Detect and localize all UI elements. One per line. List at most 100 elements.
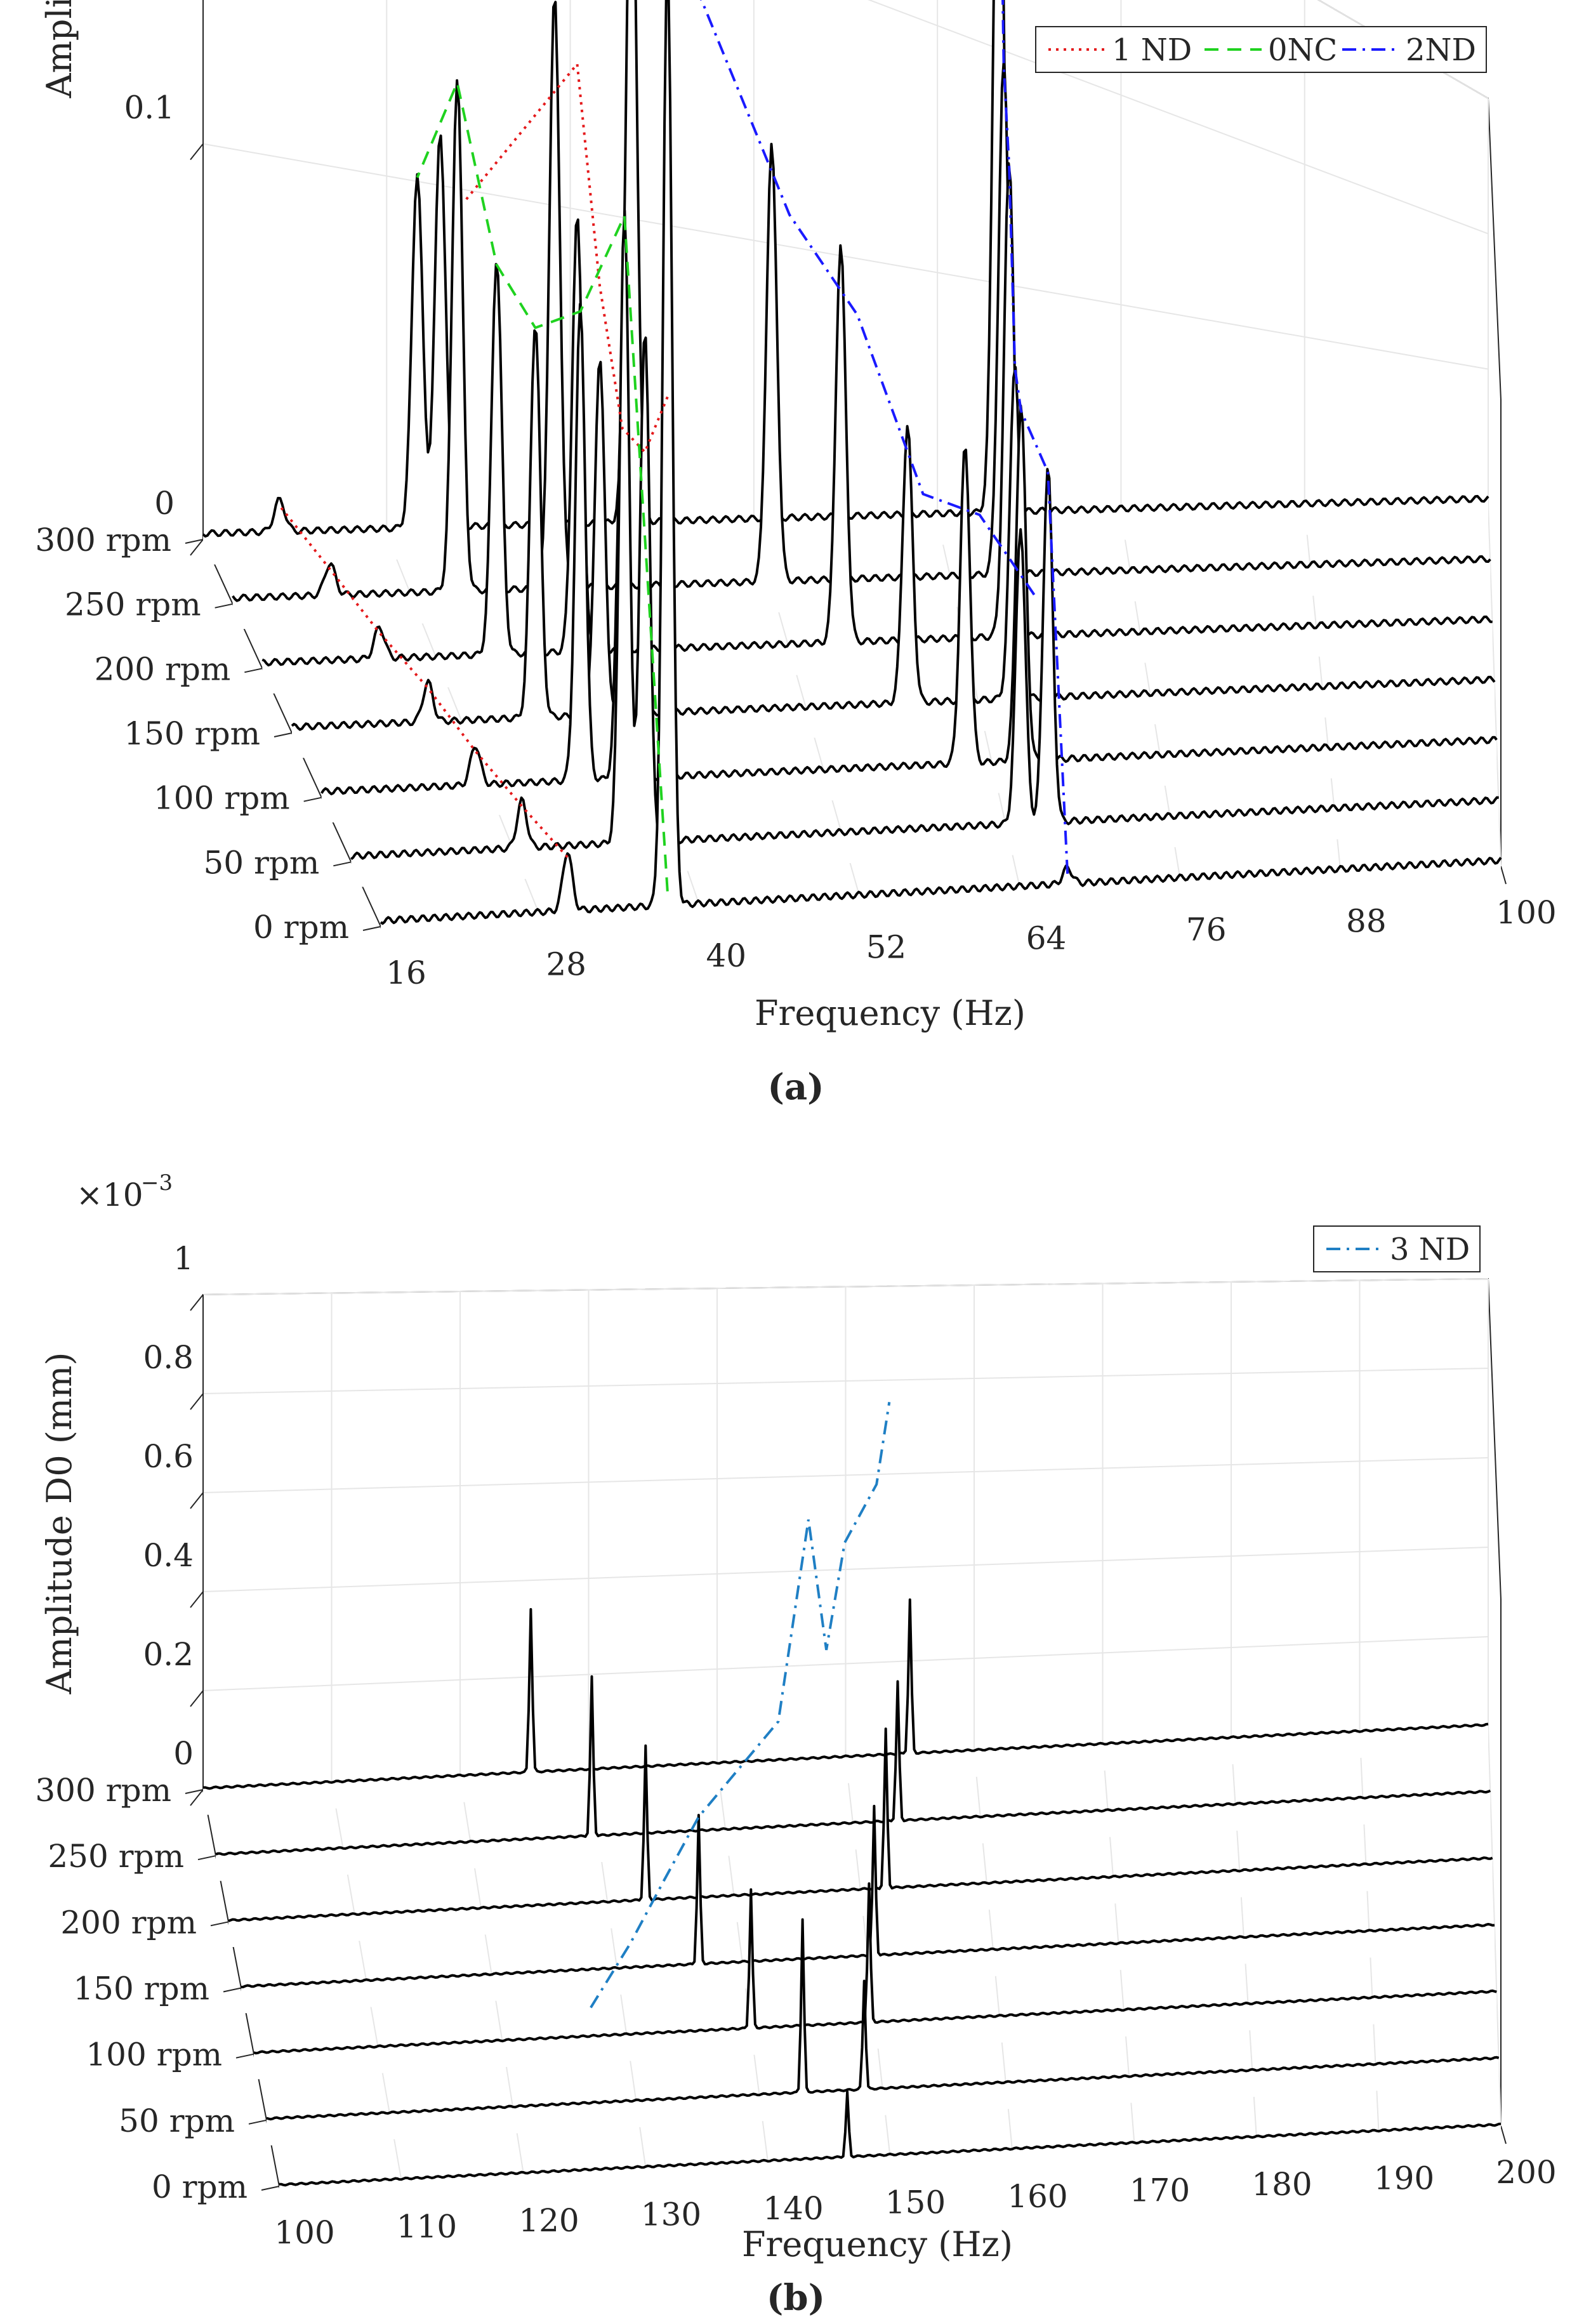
speed-tick (244, 668, 263, 673)
x-tick-label: 130 (641, 2196, 701, 2233)
mode-line-0nc (416, 78, 669, 892)
z-tick-label: 1 (173, 1240, 194, 1277)
spectrum-trace (261, 162, 1493, 667)
z-tick (190, 539, 204, 556)
mode-line-1nd (278, 505, 569, 859)
speed-label: 250 rpm (65, 586, 201, 623)
speed-label: 200 rpm (95, 650, 231, 687)
panel-a-caption: (a) (767, 1066, 824, 1108)
trace-mask (228, 1729, 1493, 1948)
speed-tick (303, 796, 322, 802)
spectrum-trace (279, 2090, 1501, 2187)
x-tick-label: 16 (386, 954, 426, 991)
z-axis-title: Amplitude D0 (mm) (39, 1352, 79, 1695)
z-tick-label: 0.1 (124, 89, 175, 126)
z-tick (190, 1789, 204, 1806)
x-tick (1500, 2125, 1507, 2144)
trace-mask (381, 0, 1501, 952)
z-tick-label: 0.2 (143, 1636, 194, 1673)
speed-label: 100 rpm (86, 2037, 222, 2073)
back-gridline-z (868, 0, 1489, 235)
x-tick-label: 100 (274, 2214, 334, 2251)
speed-tick (210, 1921, 229, 1927)
back-gridline-z (202, 1547, 1489, 1592)
trace-mask (203, 1599, 1488, 1815)
exponent-label: ×10 (76, 1177, 143, 1213)
spectrum-trace (350, 209, 1499, 861)
mode-line-2nd (700, 0, 1036, 596)
speed-tick (261, 2186, 280, 2191)
trace-mask (292, 331, 1495, 758)
speed-label: 50 rpm (119, 2103, 235, 2139)
trace-mask (203, 0, 1488, 565)
x-tick-label: 100 (1496, 894, 1556, 931)
z-tick-label: 0 (154, 485, 175, 522)
speed-label: 50 rpm (203, 844, 319, 881)
panel-b-caption: (b) (767, 2277, 825, 2319)
trace-mask (351, 210, 1499, 888)
spectrum-trace (320, 303, 1498, 796)
speed-label: 0 rpm (152, 2169, 248, 2205)
z-tick (190, 1690, 204, 1707)
speed-tick (223, 1987, 242, 1993)
x-tick-label: 200 (1496, 2154, 1556, 2191)
speed-label: 150 rpm (124, 715, 260, 752)
speed-tick (274, 732, 293, 737)
speed-tick (362, 926, 381, 931)
trace-mask (216, 1676, 1491, 1882)
x-tick (1500, 866, 1507, 885)
x-tick-label: 170 (1130, 2172, 1190, 2209)
legend-box (1313, 1225, 1481, 1272)
legend-label: 0NC (1268, 32, 1337, 68)
speed-tick (215, 603, 233, 609)
x-tick-label: 180 (1251, 2166, 1312, 2203)
x-tick-label: 28 (546, 946, 586, 982)
x-axis-title: Frequency (Hz) (755, 993, 1026, 1033)
exponent-value: −3 (141, 1170, 173, 1196)
z-tick-label: 0.6 (143, 1438, 194, 1475)
x-tick-label: 190 (1374, 2160, 1434, 2197)
x-tick-label: 52 (866, 928, 907, 965)
mode-line-1nd (463, 60, 669, 455)
spectrum-trace (291, 329, 1496, 731)
z-tick-label: 0.4 (143, 1537, 194, 1574)
speed-label: 150 rpm (73, 1971, 209, 2007)
z-tick (190, 1294, 204, 1311)
back-gridline-z (202, 1457, 1489, 1493)
x-tick-label: 120 (518, 2202, 579, 2239)
speed-tick (235, 2053, 254, 2059)
x-tick-label: 160 (1007, 2178, 1067, 2215)
z-tick (190, 143, 204, 161)
speed-label: 250 rpm (48, 1838, 184, 1875)
speed-label: 100 rpm (154, 780, 290, 817)
x-tick-label: 150 (885, 2184, 946, 2221)
z-axis-title: Amplitude D0 (mm) (39, 0, 79, 98)
spectrum-trace (215, 1675, 1491, 1856)
z-tick (190, 1492, 204, 1509)
x-tick-label: 88 (1346, 903, 1387, 940)
speed-tick (185, 1789, 204, 1794)
speed-tick (197, 1855, 216, 1861)
legend-label: 3 ND (1390, 1232, 1470, 1267)
x-tick-label: 110 (397, 2208, 457, 2245)
back-gridline-z (202, 1368, 1489, 1394)
spectrum-trace (228, 1727, 1493, 1922)
z-tick-label: 0.8 (143, 1339, 194, 1376)
back-gridline-z (202, 1636, 1489, 1691)
trace-mask (254, 1884, 1497, 2080)
x-tick-label: 40 (706, 937, 746, 974)
trace-mask (241, 1806, 1495, 2014)
speed-label: 0 rpm (253, 909, 349, 946)
spectrum-trace (380, 0, 1502, 925)
mode-line-3nd (590, 1401, 891, 2009)
z-tick-label: 0 (173, 1735, 194, 1772)
trace-mask (262, 163, 1493, 694)
speed-label: 300 rpm (35, 522, 171, 558)
speed-label: 300 rpm (35, 1772, 171, 1809)
speed-label: 200 rpm (60, 1904, 197, 1941)
x-tick-label: 76 (1186, 911, 1227, 948)
mode-line-2nd (1001, 0, 1069, 874)
x-axis-title: Frequency (Hz) (742, 2224, 1013, 2264)
